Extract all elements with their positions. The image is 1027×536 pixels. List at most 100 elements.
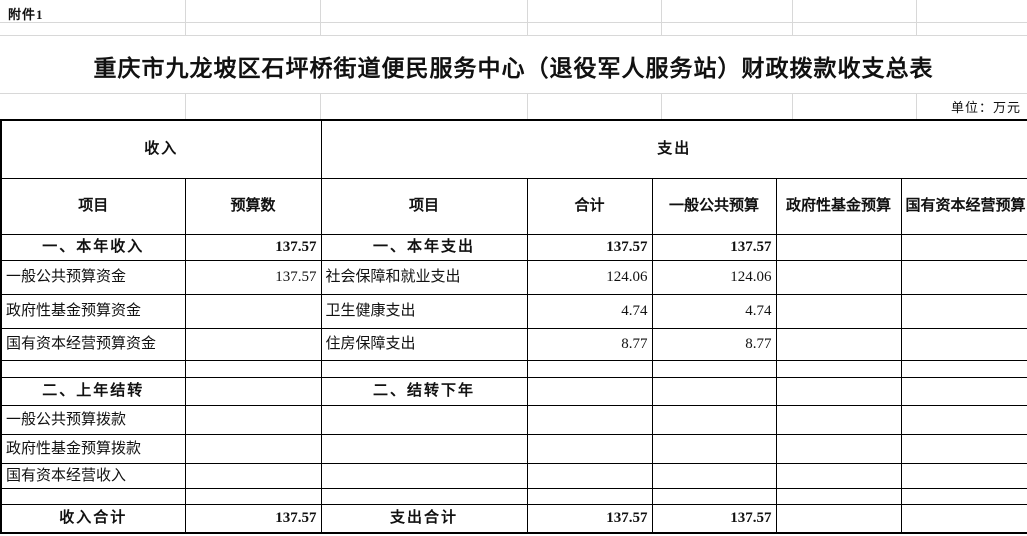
cell-income-item: 一、本年收入 — [0, 233, 186, 261]
cell-state-capital — [900, 359, 1027, 378]
cell-total — [526, 433, 653, 464]
col-header-expense-item: 项目 — [320, 177, 528, 235]
cell-general-budget — [651, 487, 777, 505]
cell-general-budget: 124.06 — [651, 259, 777, 295]
cell-income-budget — [184, 487, 322, 505]
cell-income-item: 国有资本经营预算资金 — [0, 327, 186, 361]
grid-line — [320, 0, 321, 35]
table-row: 二、上年结转 二、结转下年 — [0, 376, 1027, 406]
page-title: 重庆市九龙坡区石坪桥街道便民服务中心（退役军人服务站）财政拨款收支总表 — [93, 56, 934, 81]
cell-state-capital — [900, 327, 1027, 361]
grid-line — [916, 93, 917, 119]
cell-income-budget — [184, 404, 322, 435]
cell-income-budget — [184, 376, 322, 406]
spacer-row — [0, 487, 1027, 505]
cell-income-budget: 137.57 — [184, 503, 322, 534]
cell-gov-fund — [775, 433, 902, 464]
cell-total — [526, 359, 653, 378]
cell-expense-item — [320, 359, 528, 378]
cell-income-budget — [184, 327, 322, 361]
cell-general-budget: 137.57 — [651, 503, 777, 534]
col-header-total: 合计 — [526, 177, 653, 235]
grid-line — [661, 93, 662, 119]
cell-income-item: 国有资本经营收入 — [0, 462, 186, 489]
cell-expense-item: 支出合计 — [320, 503, 528, 534]
cell-gov-fund — [775, 327, 902, 361]
cell-gov-fund — [775, 233, 902, 261]
cell-income-item: 一般公共预算拨款 — [0, 404, 186, 435]
total-row: 收入合计 137.57 支出合计 137.57 137.57 — [0, 503, 1027, 534]
cell-income-budget: 137.57 — [184, 233, 322, 261]
cell-total: 4.74 — [526, 293, 653, 329]
cell-gov-fund — [775, 503, 902, 534]
cell-expense-item: 社会保障和就业支出 — [320, 259, 528, 295]
cell-total: 8.77 — [526, 327, 653, 361]
grid-line — [527, 0, 528, 35]
unit-label: 单位：万元 — [950, 100, 1021, 115]
col-header-general-budget: 一般公共预算 — [651, 177, 777, 235]
cell-total: 124.06 — [526, 259, 653, 295]
spacer-row — [0, 359, 1027, 378]
cell-expense-item: 二、结转下年 — [320, 376, 528, 406]
cell-gov-fund — [775, 259, 902, 295]
cell-general-budget: 8.77 — [651, 327, 777, 361]
grid-line — [0, 93, 1027, 94]
table-row: 一般公共预算资金 137.57 社会保障和就业支出 124.06 124.06 — [0, 259, 1027, 295]
cell-state-capital — [900, 376, 1027, 406]
cell-total: 137.57 — [526, 233, 653, 261]
table-row: 一般公共预算拨款 — [0, 404, 1027, 435]
table-row: 国有资本经营收入 — [0, 462, 1027, 489]
cell-gov-fund — [775, 487, 902, 505]
col-header-state-capital: 国有资本经营预算 — [900, 177, 1027, 235]
cell-income-item: 政府性基金预算资金 — [0, 293, 186, 329]
column-header-row: 项目 预算数 项目 合计 一般公共预算 政府性基金预算 国有资本经营预算 — [0, 177, 1027, 235]
cell-state-capital — [900, 487, 1027, 505]
cell-total — [526, 376, 653, 406]
cell-income-budget — [184, 359, 322, 378]
cell-gov-fund — [775, 359, 902, 378]
group-header-row: 收入 支出 — [0, 119, 1027, 179]
table-row: 政府性基金预算资金 卫生健康支出 4.74 4.74 — [0, 293, 1027, 329]
cell-state-capital — [900, 259, 1027, 295]
cell-general-budget: 137.57 — [651, 233, 777, 261]
cell-expense-item: 卫生健康支出 — [320, 293, 528, 329]
table-row: 国有资本经营预算资金 住房保障支出 8.77 8.77 — [0, 327, 1027, 361]
cell-state-capital — [900, 233, 1027, 261]
cell-expense-item — [320, 404, 528, 435]
col-header-income-item: 项目 — [0, 177, 186, 235]
grid-line — [792, 0, 793, 35]
cell-gov-fund — [775, 293, 902, 329]
table-row: 政府性基金预算拨款 — [0, 433, 1027, 464]
cell-total — [526, 404, 653, 435]
expense-group-header: 支出 — [320, 119, 1027, 179]
grid-line — [320, 93, 321, 119]
cell-gov-fund — [775, 376, 902, 406]
cell-income-budget — [184, 293, 322, 329]
grid-line — [527, 93, 528, 119]
cell-income-item: 一般公共预算资金 — [0, 259, 186, 295]
cell-total: 137.57 — [526, 503, 653, 534]
cell-general-budget — [651, 462, 777, 489]
cell-total — [526, 487, 653, 505]
cell-income-item: 政府性基金预算拨款 — [0, 433, 186, 464]
cell-income-item: 二、上年结转 — [0, 376, 186, 406]
grid-line — [0, 22, 1027, 23]
cell-state-capital — [900, 433, 1027, 464]
table-row: 一、本年收入 137.57 一、本年支出 137.57 137.57 — [0, 233, 1027, 261]
cell-general-budget — [651, 404, 777, 435]
cell-state-capital — [900, 293, 1027, 329]
cell-general-budget — [651, 376, 777, 406]
cell-expense-item: 一、本年支出 — [320, 233, 528, 261]
grid-line — [185, 0, 186, 35]
cell-income-item — [0, 487, 186, 505]
cell-state-capital — [900, 503, 1027, 534]
grid-line — [185, 93, 186, 119]
cell-income-item: 收入合计 — [0, 503, 186, 534]
col-header-gov-fund: 政府性基金预算 — [775, 177, 902, 235]
budget-table: 收入 支出 项目 预算数 项目 合计 一般公共预算 政府性基金预算 国有资本经营… — [0, 119, 1027, 534]
cell-expense-item — [320, 433, 528, 464]
cell-gov-fund — [775, 404, 902, 435]
cell-state-capital — [900, 404, 1027, 435]
cell-expense-item — [320, 462, 528, 489]
